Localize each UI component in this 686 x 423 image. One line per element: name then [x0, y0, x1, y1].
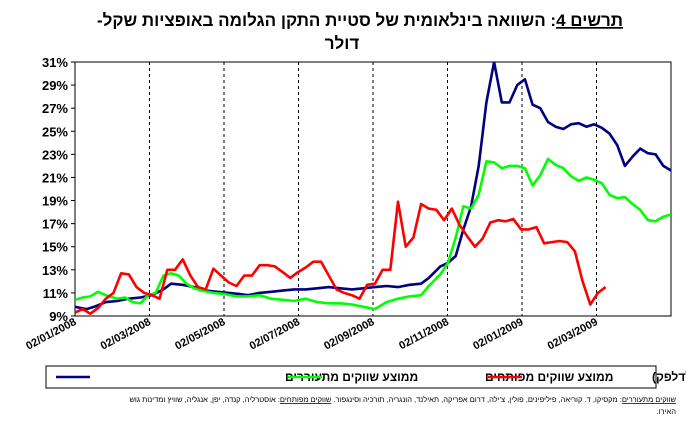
x-tick-label: 02/07/2008 [248, 316, 302, 352]
x-tick-label: 02/03/2008 [99, 316, 153, 352]
y-tick-label: 23% [42, 147, 68, 162]
y-tick-label: 11% [43, 286, 69, 301]
y-tick-label: 21% [42, 170, 68, 185]
series-layer [75, 62, 671, 315]
y-tick-label: 15% [42, 240, 68, 255]
chart-title-line1: תרשים 4: השוואה בינלאומית של סטיית התקן … [97, 11, 623, 30]
y-tick-label: 31% [42, 55, 68, 70]
footnote-emerging-label: שווקים מתעוררים [622, 395, 677, 404]
x-tick-label: 02/01/2009 [471, 316, 525, 352]
y-tick-label: 25% [42, 124, 68, 139]
x-tick-label: 02/11/2008 [397, 316, 451, 352]
legend-israel-label: ישראל (אופציות מעבר לדלפק) [652, 370, 686, 384]
chart-title-main: השוואה בינלאומית של סטיית התקן הגלומה בא… [97, 11, 546, 30]
footnote-line2: האירו. [657, 407, 677, 416]
chart-title-label: תרשים 4 [556, 11, 623, 30]
y-tick-label: 27% [42, 101, 68, 116]
legend-emerging-label: ממוצע שווקים מתעוררים [285, 370, 418, 384]
y-tick-label: 17% [42, 217, 68, 232]
y-tick-label: 9% [49, 309, 68, 324]
legend-box [45, 365, 657, 389]
y-tick-label: 13% [42, 263, 68, 278]
x-tick-label: 02/09/2008 [322, 316, 376, 352]
series-israel-line [75, 200, 607, 315]
footnote-developed-list: : אוסטרליה, קנדה, יפן, אנגליה, שוויץ ומד… [129, 395, 279, 404]
footnote-developed-label: שווקים מפותחים [280, 395, 332, 404]
x-axis: 02/01/2008 02/03/2008 02/05/2008 02/07/2008… [24, 316, 600, 352]
y-tick-label: 19% [42, 194, 68, 209]
footnote-line1: שווקים מתעוררים: מקסיקו, ד. קוריאה, פילי… [129, 395, 676, 404]
footnote-emerging-list: : מקסיקו, ד. קוריאה, פיליפינים, פולין, צ… [331, 395, 621, 404]
y-axis: 9% 11% 13% 15% 17% 19% 21% 23% 25% 27% 29% 31% [42, 55, 75, 324]
legend-developed-label: ממוצע שווקים מפותחים [485, 370, 613, 384]
x-tick-label: 02/03/2009 [546, 316, 600, 352]
legend: ממוצע שווקים מתעוררים ממוצע שווקים מפותחי… [45, 365, 686, 389]
chart-title-colon: : [546, 11, 556, 30]
chart-title-line2: דולר [325, 34, 360, 53]
x-tick-label: 02/05/2008 [173, 316, 227, 352]
y-tick-label: 29% [42, 78, 68, 93]
